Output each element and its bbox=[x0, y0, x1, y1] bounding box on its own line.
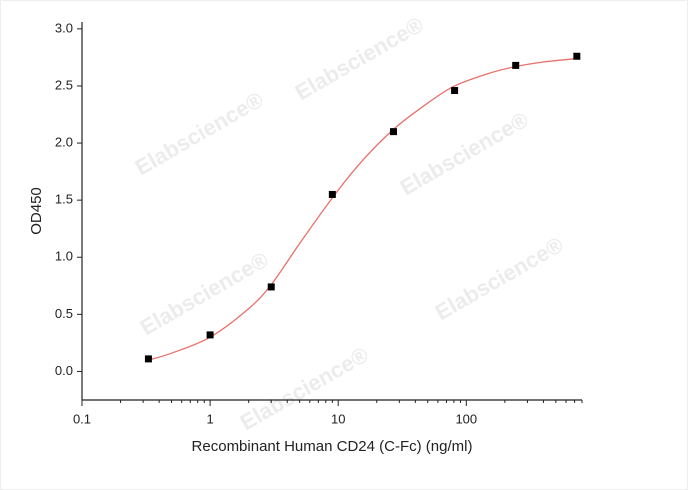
y-tick-label: 0.0 bbox=[55, 363, 73, 378]
data-point bbox=[267, 283, 275, 291]
data-point bbox=[144, 355, 152, 363]
x-axis-label: Recombinant Human CD24 (C-Fc) (ng/ml) bbox=[192, 438, 473, 455]
data-point bbox=[451, 87, 459, 95]
y-tick-label: 0.5 bbox=[55, 306, 73, 321]
y-axis-label: OD450 bbox=[28, 187, 45, 235]
x-tick-label: 100 bbox=[455, 411, 477, 426]
x-tick-label: 10 bbox=[331, 411, 345, 426]
data-point bbox=[328, 190, 336, 198]
x-tick-label: 1 bbox=[206, 411, 213, 426]
data-point bbox=[206, 331, 214, 339]
y-tick-label: 2.0 bbox=[55, 134, 73, 149]
y-tick-label: 1.5 bbox=[55, 192, 73, 207]
x-tick-label: 0.1 bbox=[73, 411, 91, 426]
data-point bbox=[512, 61, 520, 69]
y-tick-label: 2.5 bbox=[55, 77, 73, 92]
data-point bbox=[389, 128, 397, 136]
y-tick-label: 1.0 bbox=[55, 249, 73, 264]
fit-curve bbox=[148, 57, 577, 361]
data-point bbox=[573, 52, 581, 60]
y-tick-label: 3.0 bbox=[55, 20, 73, 35]
